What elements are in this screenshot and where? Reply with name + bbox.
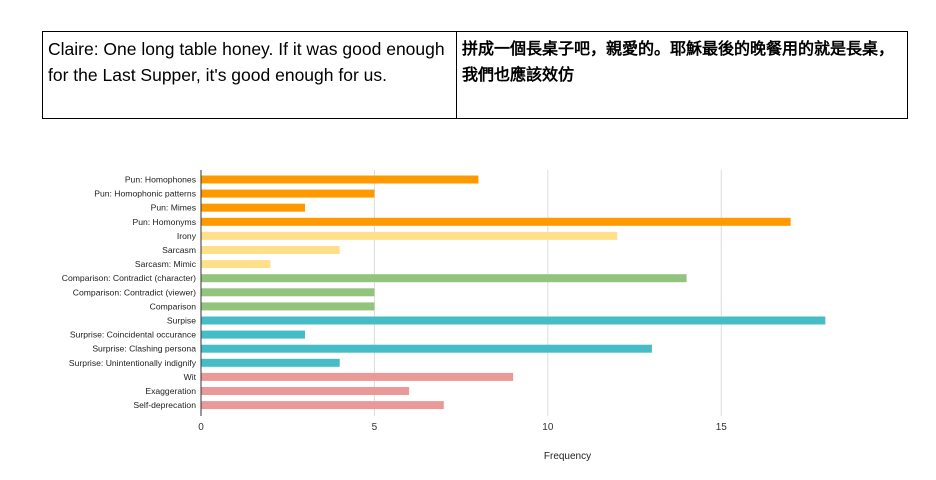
category-label-9: Comparison [150,301,197,311]
category-label-4: Irony [177,231,197,241]
chinese-quote-cell: 拼成一個長桌子吧，親愛的。耶穌最後的晚餐用的就是長桌，我們也應該效仿 [462,39,895,84]
bar-8 [201,288,375,297]
bar-15 [201,387,410,395]
humor-frequency-bar-chart: Pun: Homophones Pun: Homophonic patterns P… [62,170,826,462]
category-label-7: Comparison: Contradict (character) [62,273,196,283]
category-label-6: Sarcasm: Mimic [135,259,197,269]
category-label-8: Comparison: Contradict (viewer) [73,287,196,297]
bar-12 [201,344,652,353]
category-label-13: Surprise: Unintentionally indignify [69,358,197,368]
category-label-12: Surprise: Clashing persona [92,344,196,354]
category-label-0: Pun: Homophones [125,175,196,185]
category-label-2: Pun: Mimes [151,203,196,213]
category-label-5: Sarcasm [162,245,196,255]
bar-6 [201,260,271,269]
bar-0 [201,175,479,184]
bar-1 [201,189,375,198]
bar-4 [201,231,618,240]
x-tick-label-10: 10 [542,422,554,433]
category-label-16: Self-deprecation [133,400,196,410]
bar-11 [201,330,306,339]
category-label-15: Exaggeration [145,386,196,396]
x-tick-label-5: 5 [372,422,378,433]
bar-13 [201,358,340,367]
category-label-11: Surprise: Coincidental occurance [70,330,196,340]
bar-2 [201,203,306,212]
category-label-3: Pun: Homonyms [132,217,196,227]
bar-14 [201,372,514,381]
bar-5 [201,246,340,254]
x-axis-title: Frequency [544,451,591,462]
x-tick-label-15: 15 [716,422,728,433]
category-label-10: Surpise [167,316,196,326]
x-tick-label-0: 0 [198,422,204,433]
quote-table: Claire: One long table honey. If it was … [42,31,908,119]
category-label-14: Wit [184,372,197,382]
bar-9 [201,302,375,311]
bar-10 [201,316,826,325]
bar-7 [201,274,687,283]
bar-16 [201,401,444,410]
english-quote-cell: Claire: One long table honey. If it was … [43,32,457,118]
bar-3 [201,217,791,226]
category-label-1: Pun: Homophonic patterns [94,189,196,199]
